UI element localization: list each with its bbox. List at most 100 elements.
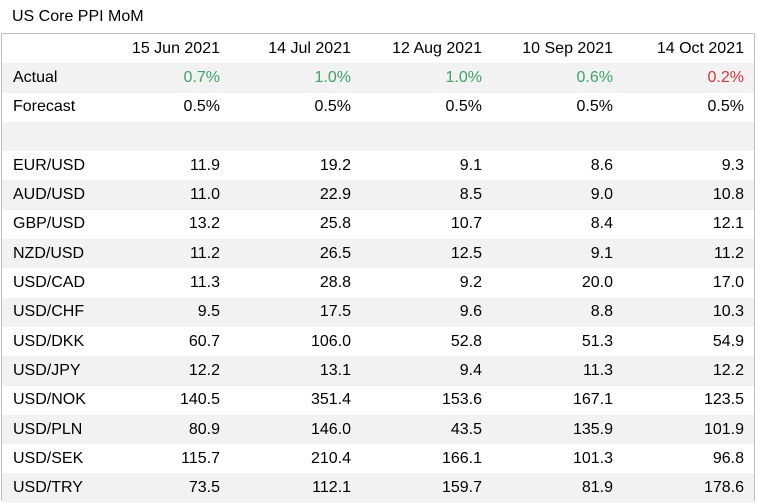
pair-value: 11.2 xyxy=(623,239,754,269)
pair-value: 8.5 xyxy=(361,180,492,210)
pair-value: 178.6 xyxy=(623,473,754,503)
pair-value: 9.5 xyxy=(99,297,230,327)
pair-row: USD/JPY 12.2 13.1 9.4 11.3 12.2 xyxy=(2,356,754,386)
actual-value: 0.2% xyxy=(623,63,754,93)
pair-value: 80.9 xyxy=(99,414,230,445)
pair-value: 123.5 xyxy=(703,391,744,409)
pair-row: USD/CAD 11.3 28.8 9.2 20.0 17.0 xyxy=(2,268,754,297)
pair-value: 12.2 xyxy=(623,356,754,386)
corner-cell xyxy=(2,34,99,64)
pair-value: 9.2 xyxy=(459,274,482,292)
pair-value: 10.3 xyxy=(623,297,754,327)
pair-label: USD/CAD xyxy=(13,274,86,292)
pair-row: USD/TRY 73.5 112.1 159.7 81.9 178.6 xyxy=(2,473,754,503)
pair-label: GBP/USD xyxy=(13,215,86,233)
pair-row: NZD/USD 11.2 26.5 12.5 9.1 11.2 xyxy=(2,239,754,269)
forecast-value: 0.5% xyxy=(183,98,220,116)
pair-row: EUR/USD 11.9 19.2 9.1 8.6 9.3 xyxy=(2,151,754,180)
pair-value: 81.9 xyxy=(492,473,623,503)
pair-value: 106.0 xyxy=(310,332,351,350)
pair-row: AUD/USD 11.0 22.9 8.5 9.0 10.8 xyxy=(2,180,754,210)
pair-label: USD/PLN xyxy=(2,414,99,445)
pair-row: USD/PLN 80.9 146.0 43.5 135.9 101.9 xyxy=(2,414,754,445)
pair-value: 13.1 xyxy=(230,356,361,386)
pair-value: 153.6 xyxy=(441,391,482,409)
pair-value: 17.0 xyxy=(712,274,744,292)
pair-label: AUD/USD xyxy=(2,180,99,210)
pair-value: 9.1 xyxy=(492,239,623,269)
pair-value: 96.8 xyxy=(712,449,744,467)
pair-value: 73.5 xyxy=(99,473,230,503)
pair-value: 20.0 xyxy=(581,274,613,292)
pair-value: 140.5 xyxy=(179,391,220,409)
pair-value: 115.7 xyxy=(181,449,220,467)
actual-value: 1.0% xyxy=(361,63,492,93)
pair-row: USD/NOK 140.5 351.4 153.6 167.1 123.5 xyxy=(2,386,754,415)
pair-value: 12.2 xyxy=(99,356,230,386)
header-row: 15 Jun 2021 14 Jul 2021 12 Aug 2021 10 S… xyxy=(2,34,754,64)
pair-value: 8.6 xyxy=(590,156,613,174)
pair-value: 10.7 xyxy=(450,215,482,233)
pair-value: 54.9 xyxy=(712,332,744,350)
forecast-value: 0.5% xyxy=(707,98,744,116)
actual-value: 0.6% xyxy=(492,63,623,93)
forecast-value: 0.5% xyxy=(445,98,482,116)
spacer-row xyxy=(2,121,754,152)
spacer-cell xyxy=(230,121,361,152)
pair-value: 28.8 xyxy=(319,274,351,292)
pair-value: 17.5 xyxy=(230,297,361,327)
date-header: 14 Oct 2021 xyxy=(623,34,754,64)
pair-value: 13.2 xyxy=(188,215,220,233)
pair-label: USD/DKK xyxy=(13,332,85,350)
pair-value: 12.5 xyxy=(361,239,492,269)
pair-label: USD/JPY xyxy=(2,356,99,386)
spacer-cell xyxy=(623,121,754,152)
pair-value: 11.0 xyxy=(99,180,230,210)
pair-value: 51.3 xyxy=(581,332,613,350)
actual-value: 1.0% xyxy=(230,63,361,93)
pair-label: NZD/USD xyxy=(2,239,99,269)
pair-label: USD/CHF xyxy=(2,297,99,327)
pair-value: 11.9 xyxy=(190,156,220,174)
pair-value: 60.7 xyxy=(188,332,220,350)
pair-value: 101.9 xyxy=(623,414,754,445)
spacer-cell xyxy=(99,121,230,152)
pair-value: 9.6 xyxy=(361,297,492,327)
pair-value: 11.3 xyxy=(190,274,220,292)
pair-value: 167.1 xyxy=(572,391,613,409)
pair-value: 12.1 xyxy=(712,215,744,233)
row-label: Forecast xyxy=(13,98,76,116)
pair-value: 19.2 xyxy=(319,156,351,174)
pair-label: EUR/USD xyxy=(13,156,86,174)
pair-value: 11.2 xyxy=(99,239,230,269)
pair-value: 8.8 xyxy=(492,297,623,327)
pair-value: 9.1 xyxy=(459,156,482,174)
pair-row: USD/CHF 9.5 17.5 9.6 8.8 10.3 xyxy=(2,297,754,327)
pair-value: 9.4 xyxy=(361,356,492,386)
pair-value: 101.3 xyxy=(572,449,613,467)
data-table: 15 Jun 2021 14 Jul 2021 12 Aug 2021 10 S… xyxy=(2,34,754,503)
pair-label: USD/TRY xyxy=(2,473,99,503)
pair-row: USD/DKK 60.7 106.0 52.8 51.3 54.9 xyxy=(2,327,754,356)
forecast-value: 0.5% xyxy=(314,98,351,116)
row-label: Actual xyxy=(2,63,99,93)
spacer-cell xyxy=(2,121,99,152)
pair-value: 26.5 xyxy=(230,239,361,269)
pair-label: USD/NOK xyxy=(13,391,86,409)
page-title: US Core PPI MoM xyxy=(12,8,144,25)
date-header: 14 Jul 2021 xyxy=(230,34,361,64)
forecast-value: 0.5% xyxy=(576,98,613,116)
pair-value: 22.9 xyxy=(230,180,361,210)
pair-rows: EUR/USD 11.9 19.2 9.1 8.6 9.3 AUD/USD 11.0 22.9 8… xyxy=(2,151,754,503)
actual-row: Actual 0.7% 1.0% 1.0% 0.6% 0.2% xyxy=(2,63,754,93)
date-header: 10 Sep 2021 xyxy=(492,34,623,64)
pair-value: 9.0 xyxy=(492,180,623,210)
data-table-frame: 15 Jun 2021 14 Jul 2021 12 Aug 2021 10 S… xyxy=(1,33,755,503)
pair-value: 166.1 xyxy=(441,449,482,467)
pair-row: USD/SEK 115.7 210.4 166.1 101.3 96.8 xyxy=(2,444,754,473)
actual-value: 0.7% xyxy=(99,63,230,93)
forecast-row: Forecast 0.5% 0.5% 0.5% 0.5% 0.5% xyxy=(2,93,754,122)
pair-value: 351.4 xyxy=(310,391,351,409)
pair-value: 112.1 xyxy=(230,473,361,503)
spacer-cell xyxy=(361,121,492,152)
